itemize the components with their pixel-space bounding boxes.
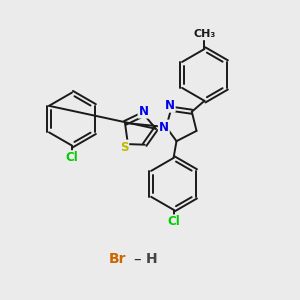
Text: H: H: [146, 252, 157, 266]
Text: Br: Br: [109, 252, 126, 266]
Text: N: N: [165, 99, 175, 112]
Text: –: –: [133, 251, 141, 266]
Text: N: N: [139, 105, 148, 118]
Text: N: N: [159, 121, 169, 134]
Text: Cl: Cl: [66, 151, 78, 164]
Text: CH₃: CH₃: [193, 29, 216, 39]
Text: Cl: Cl: [167, 215, 180, 228]
Text: S: S: [120, 141, 128, 154]
